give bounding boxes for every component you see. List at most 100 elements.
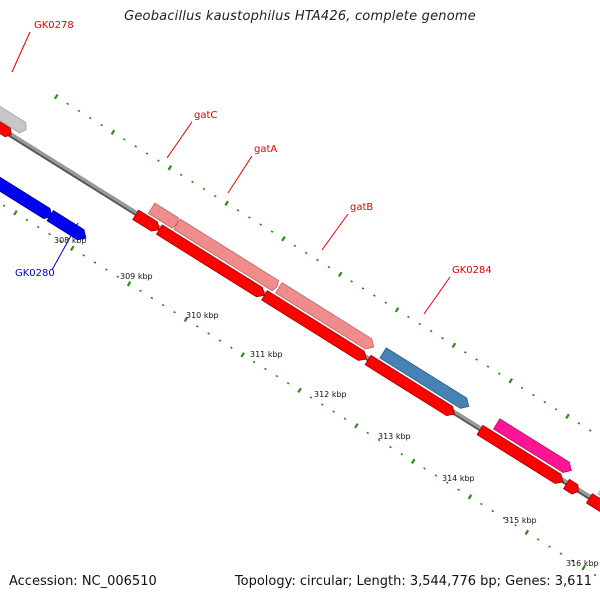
inner-tick xyxy=(366,431,370,435)
outer-tick xyxy=(66,102,69,106)
inner-tick xyxy=(491,509,495,513)
outer-tick xyxy=(270,230,274,233)
inner-tick xyxy=(82,254,86,257)
outer-tick xyxy=(554,407,558,411)
inner-tick xyxy=(423,467,426,470)
kbp-label: 309 kbp xyxy=(120,272,153,281)
outer-tick xyxy=(316,258,319,262)
gene-label-leader xyxy=(423,276,451,315)
outer-tick xyxy=(157,159,160,162)
inner-tick xyxy=(126,281,132,287)
gene-gatb xyxy=(275,282,375,350)
cds-magenta xyxy=(476,424,564,484)
outer-tick xyxy=(213,194,217,198)
gene-label: GK0284 xyxy=(452,265,492,276)
inner-tick xyxy=(59,239,63,243)
gene-gk0280-a xyxy=(0,176,53,220)
inner-tick xyxy=(581,565,586,571)
gene-label-leader xyxy=(227,155,253,194)
kbp-label: 312 kbp xyxy=(314,390,347,399)
outer-tick xyxy=(441,336,444,340)
inner-tick xyxy=(150,296,154,300)
inner-tick xyxy=(183,316,189,323)
outer-tick xyxy=(577,422,581,425)
gene-features xyxy=(0,105,600,512)
inner-tick xyxy=(207,332,211,335)
inner-tick xyxy=(514,524,517,527)
inner-tick xyxy=(70,245,75,251)
cds-gk0284 xyxy=(364,354,456,416)
kbp-label: 311 kbp xyxy=(250,350,283,359)
outer-tick xyxy=(407,315,410,319)
inner-tick xyxy=(434,474,438,477)
outer-tick xyxy=(451,342,457,348)
inner-tick xyxy=(389,445,392,449)
inner-tick xyxy=(480,502,483,506)
outer-tick xyxy=(53,94,59,100)
gene-label: GK0278 xyxy=(34,20,74,31)
cds-small xyxy=(562,478,579,495)
inner-tick xyxy=(275,374,279,378)
inner-tick xyxy=(25,218,29,222)
cds-gatc xyxy=(132,209,160,232)
kbp-label: 315 kbp xyxy=(504,516,537,525)
inner-tick xyxy=(36,225,40,229)
inner-tick xyxy=(286,381,290,385)
inner-tick xyxy=(48,232,51,236)
inner-tick xyxy=(264,367,267,371)
gene-labels: GK0278 gatC gatA gatB GK0284 GK0280 xyxy=(11,20,492,315)
outer-tick xyxy=(123,138,126,141)
inner-tick xyxy=(467,494,473,500)
outer-tick xyxy=(384,301,388,304)
kbp-labels: 308 kbp 309 kbp 310 kbp 311 kbp 312 kbp 313 k… xyxy=(54,236,599,568)
outer-tick xyxy=(372,294,376,297)
kbp-label: 313 kbp xyxy=(378,432,411,441)
inner-tick xyxy=(139,289,142,293)
outer-tick xyxy=(236,209,240,212)
accession-text: Accession: NC_006510 xyxy=(9,574,157,589)
inner-tick xyxy=(116,275,120,278)
outer-tick xyxy=(475,358,478,361)
inner-tick xyxy=(2,204,6,207)
outer-tick xyxy=(293,244,297,248)
outer-tick xyxy=(100,123,103,127)
gene-gata xyxy=(173,218,280,292)
gene-gk0284 xyxy=(379,347,470,409)
outer-tick xyxy=(167,165,173,171)
outer-tick xyxy=(532,393,535,397)
kbp-label: 308 kbp xyxy=(54,236,87,245)
inner-tick xyxy=(252,360,256,364)
outer-tick xyxy=(394,307,400,313)
outer-tick xyxy=(304,251,308,255)
gene-label-leader xyxy=(321,213,349,251)
outer-tick xyxy=(327,265,331,269)
inner-tick xyxy=(559,552,563,555)
cds-gata xyxy=(155,224,266,298)
gene-gk0278 xyxy=(0,105,27,134)
outer-tick xyxy=(259,223,263,226)
inner-tick xyxy=(230,346,233,349)
inner-tick xyxy=(524,529,530,536)
inner-tick xyxy=(343,417,347,421)
inner-tick xyxy=(548,545,551,548)
gene-edge xyxy=(597,490,600,497)
inner-tick xyxy=(400,452,404,456)
tick-marks xyxy=(2,94,597,577)
outer-tick xyxy=(543,400,547,404)
cds-gk0278 xyxy=(0,121,12,138)
inner-tick xyxy=(354,423,359,429)
outer-tick xyxy=(361,287,365,290)
outer-tick xyxy=(350,280,353,283)
outer-tick xyxy=(588,429,592,432)
inner-tick xyxy=(218,339,222,342)
map-title: Geobacillus kaustophilus HTA426, complet… xyxy=(124,9,476,24)
inner-tick xyxy=(309,396,313,399)
gene-gatc xyxy=(147,202,179,229)
outer-tick xyxy=(247,216,251,219)
kbp-label: 316 kbp xyxy=(566,559,599,568)
outer-tick xyxy=(463,351,467,354)
inner-tick xyxy=(105,268,108,271)
inner-tick xyxy=(161,303,165,307)
outer-tick xyxy=(497,372,501,375)
